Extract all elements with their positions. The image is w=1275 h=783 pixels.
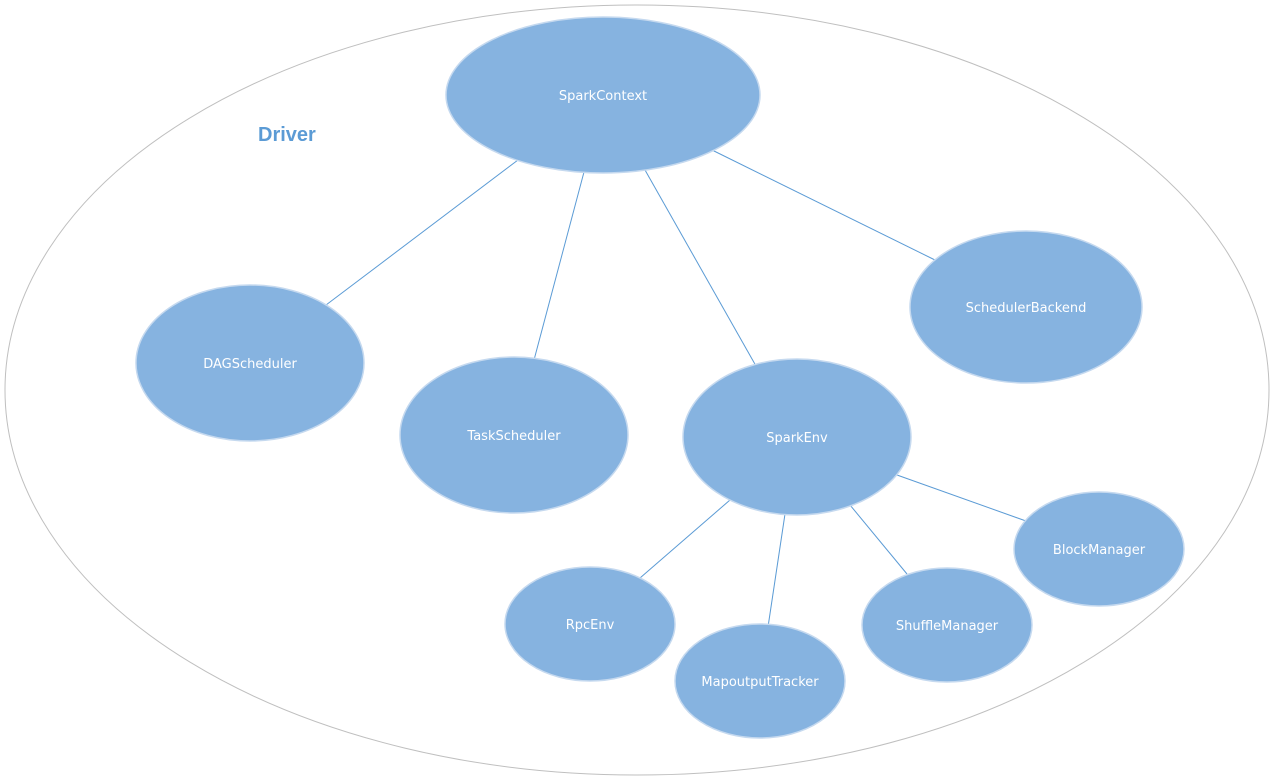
edge-sparkcontext-dagscheduler [326,160,518,305]
node-taskscheduler: TaskScheduler [400,357,628,513]
edge-sparkenv-shufflemanager [850,505,907,574]
node-dagscheduler-label: DAGScheduler [203,357,297,372]
node-sparkcontext: SparkContext [446,17,760,173]
node-sparkenv-label: SparkEnv [766,431,828,446]
edge-sparkenv-blockmanager [897,475,1026,521]
node-rpcenv: RpcEnv [505,567,675,681]
node-schedulerbackend: SchedulerBackend [910,231,1142,383]
node-sparkcontext-label: SparkContext [559,89,647,104]
edge-sparkcontext-schedulerbackend [712,150,935,260]
edge-sparkenv-mapoutputtracker [768,514,785,627]
node-dagscheduler: DAGScheduler [136,285,364,441]
node-mapoutputtracker: MapoutputTracker [675,624,845,738]
edge-sparkenv-rpcenv [640,500,730,578]
node-blockmanager-label: BlockManager [1053,543,1146,558]
edge-sparkcontext-sparkenv [645,170,756,366]
edge-sparkcontext-taskscheduler [534,172,584,360]
node-taskscheduler-label: TaskScheduler [466,429,561,444]
node-sparkenv: SparkEnv [683,359,911,515]
node-schedulerbackend-label: SchedulerBackend [966,301,1087,316]
node-mapoutputtracker-label: MapoutputTracker [701,675,819,690]
node-blockmanager: BlockManager [1014,492,1184,606]
driver-title: Driver [258,124,316,146]
node-rpcenv-label: RpcEnv [566,618,615,633]
node-shufflemanager: ShuffleManager [862,568,1032,682]
node-shufflemanager-label: ShuffleManager [896,619,999,634]
